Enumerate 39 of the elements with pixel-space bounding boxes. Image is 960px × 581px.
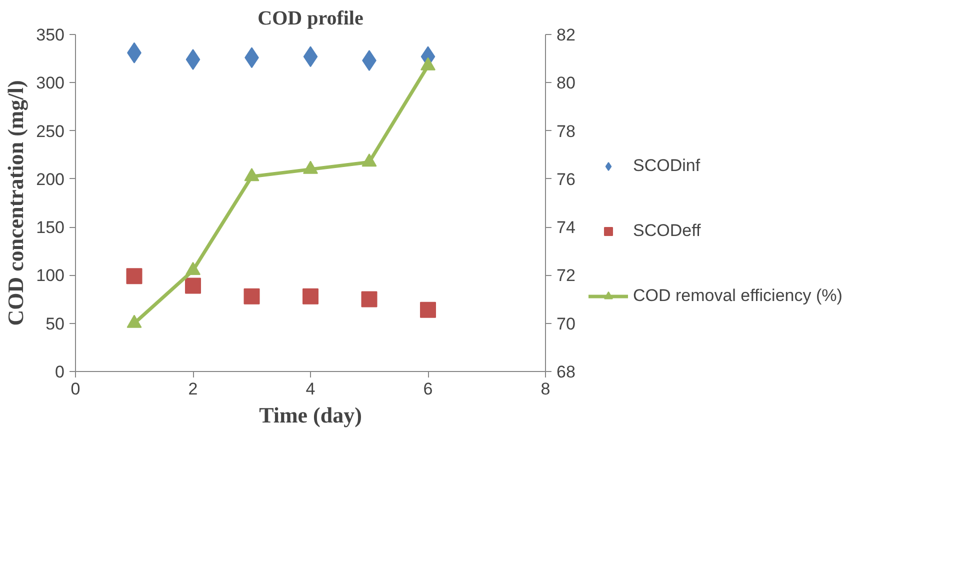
legend-label: SCODeff [633,221,701,241]
y-tick-label: 100 [36,266,65,286]
y-tick-label: 250 [36,122,65,141]
y-tick-label: 200 [36,170,65,189]
point [126,314,142,328]
y-tick-label: 0 [55,362,65,382]
x-tick-label: 0 [70,380,80,398]
y2-tick-label: 78 [556,122,576,141]
y2-tick-label: 72 [556,266,576,286]
point [420,302,436,318]
y-axis-title: COD concentration (mg/l) [3,80,28,326]
chart-title: COD profile [258,8,364,30]
y2-tick-label: 80 [556,74,576,93]
point [186,262,200,275]
y2-tick-label: 82 [556,26,576,44]
y-tick-label: 50 [46,314,65,334]
x-axis-title: Time (day) [259,402,362,428]
point [244,288,260,304]
x-tick-label: 6 [423,380,433,398]
y2-tick-label: 76 [556,170,576,189]
y-tick-label: 150 [36,218,65,238]
x-tick-label: 8 [540,380,550,398]
y2-tick-label: 68 [556,362,576,382]
point [302,288,318,304]
point [361,291,378,308]
point [185,278,201,294]
y2-tick-label: 70 [556,314,576,334]
point [303,160,318,174]
x-tick-label: 2 [188,380,198,398]
point [126,268,142,284]
x-tick-label: 4 [306,380,316,398]
legend-label: COD removal efficiency (%) [633,286,842,306]
point [420,57,436,70]
legend-label: SCODinf [633,156,700,176]
y2-tick-label: 74 [556,218,576,238]
y-tick-label: 300 [36,74,65,93]
point [244,168,260,182]
point [362,153,377,167]
y-tick-label: 350 [36,26,65,44]
